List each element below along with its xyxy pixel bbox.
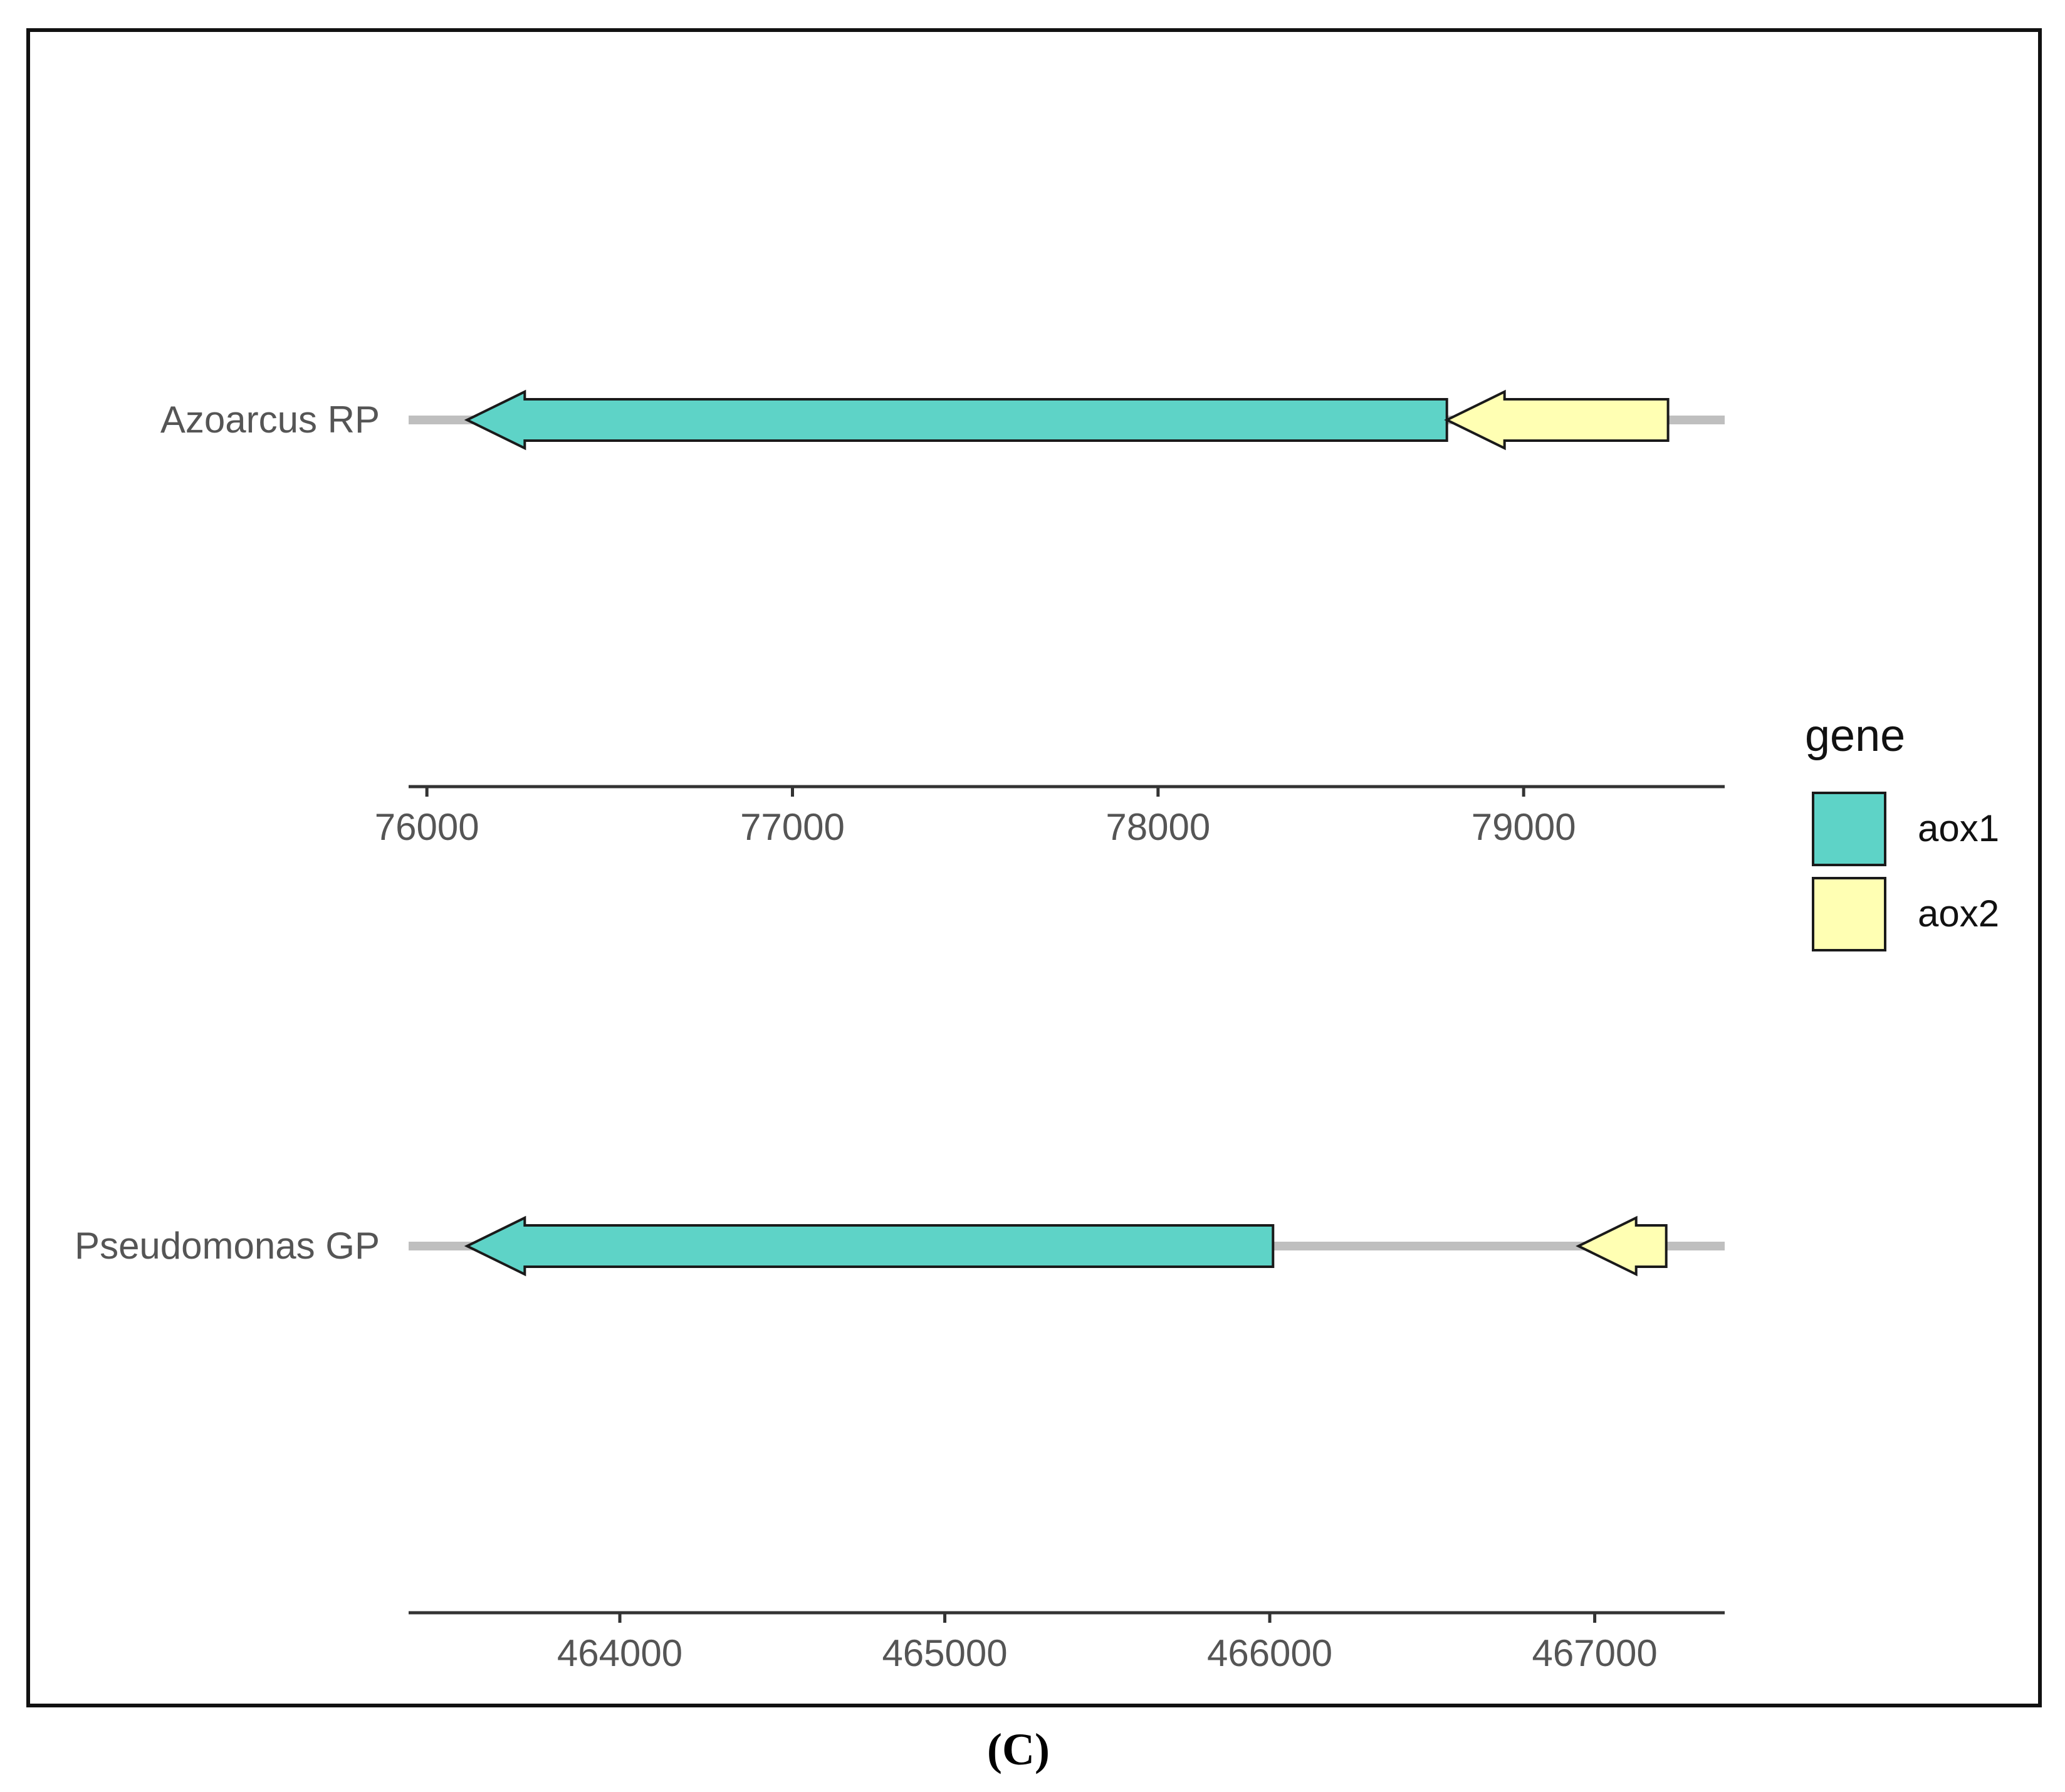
gene-panel-1: Pseudomonas GP 464000 465000 466000 467000 (75, 1215, 1725, 1674)
genome-label: Pseudomonas GP (75, 1225, 380, 1267)
x-tick-label: 467000 (1532, 1632, 1657, 1674)
gene-arrow-aox2 (1576, 1215, 1668, 1277)
panel-caption: (C) (987, 1724, 1050, 1774)
x-tick-label: 464000 (557, 1632, 682, 1674)
x-tick-label: 79000 (1472, 806, 1576, 848)
gene-panel-0: Azoarcus RP 76000 77000 78000 79000 (160, 389, 1725, 848)
figure-border (26, 28, 2042, 1707)
genome-label: Azoarcus RP (160, 399, 380, 441)
gene-arrow-aox1 (464, 1215, 1275, 1277)
legend-key-aox1 (1812, 792, 1886, 866)
x-tick-label: 77000 (740, 806, 845, 848)
gene-arrow-aox1 (464, 389, 1448, 451)
legend-items: aox1 aox2 (1812, 792, 1999, 951)
x-tick-label: 466000 (1207, 1632, 1332, 1674)
gene-panels: Azoarcus RP 76000 77000 78000 79000 Pseudomon… (75, 389, 1725, 1674)
legend-label-aox1: aox1 (1918, 807, 1999, 849)
x-tick-label: 465000 (882, 1632, 1007, 1674)
legend-key-aox2 (1812, 877, 1886, 951)
legend-label-aox2: aox2 (1918, 893, 1999, 935)
x-tick-label: 76000 (375, 806, 479, 848)
x-tick-label: 78000 (1106, 806, 1210, 848)
legend: gene aox1 aox2 (1805, 711, 1999, 951)
gene-arrow-aox2 (1444, 389, 1670, 451)
legend-title: gene (1805, 711, 1905, 761)
